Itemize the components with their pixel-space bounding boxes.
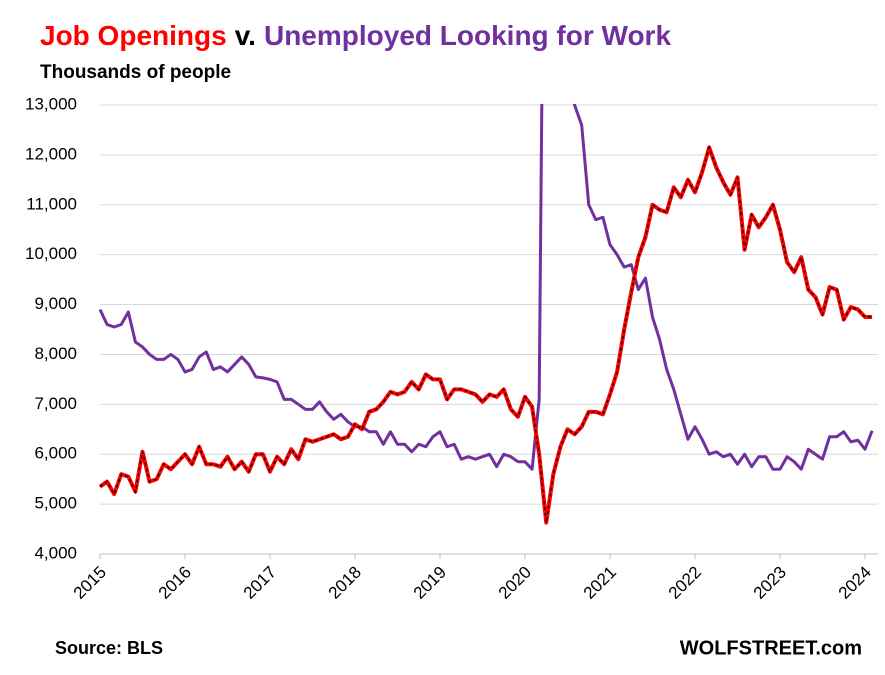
x-tick-label: 2017 [240, 563, 280, 603]
subtitle: Thousands of people [40, 62, 231, 83]
x-tick-label: 2015 [70, 563, 110, 603]
source: Source: BLS [55, 638, 163, 658]
title-part: Unemployed Looking for Work [264, 20, 671, 51]
x-tick-label: 2021 [580, 563, 620, 603]
x-tick-label: 2019 [410, 563, 450, 603]
y-tick-label: 12,000 [25, 144, 77, 163]
title-part: Job Openings [40, 20, 227, 51]
y-tick-label: 9,000 [34, 294, 77, 313]
y-tick-label: 7,000 [34, 394, 77, 413]
credit: WOLFSTREET.com [680, 637, 862, 659]
title-part: v. [235, 20, 256, 51]
series-line [98, 145, 873, 525]
x-tick-label: 2023 [750, 563, 790, 603]
x-tick-label: 2016 [155, 563, 195, 603]
y-tick-label: 8,000 [34, 344, 77, 363]
x-tick-label: 2022 [665, 563, 705, 603]
y-tick-label: 5,000 [34, 494, 77, 513]
y-tick-label: 4,000 [34, 543, 77, 562]
y-tick-label: 11,000 [26, 194, 77, 213]
y-tick-label: 13,000 [25, 94, 77, 113]
plot-area [98, 104, 874, 525]
series-line-dash [99, 145, 873, 523]
x-tick-label: 2018 [325, 563, 365, 603]
y-tick-label: 10,000 [25, 244, 77, 263]
chart-title: Job Openings v. Unemployed Looking for Wor… [40, 20, 671, 51]
y-tick-label: 6,000 [34, 444, 77, 463]
x-tick-label: 2020 [495, 563, 535, 603]
x-tick-label: 2024 [835, 563, 875, 603]
series-line [98, 104, 874, 471]
